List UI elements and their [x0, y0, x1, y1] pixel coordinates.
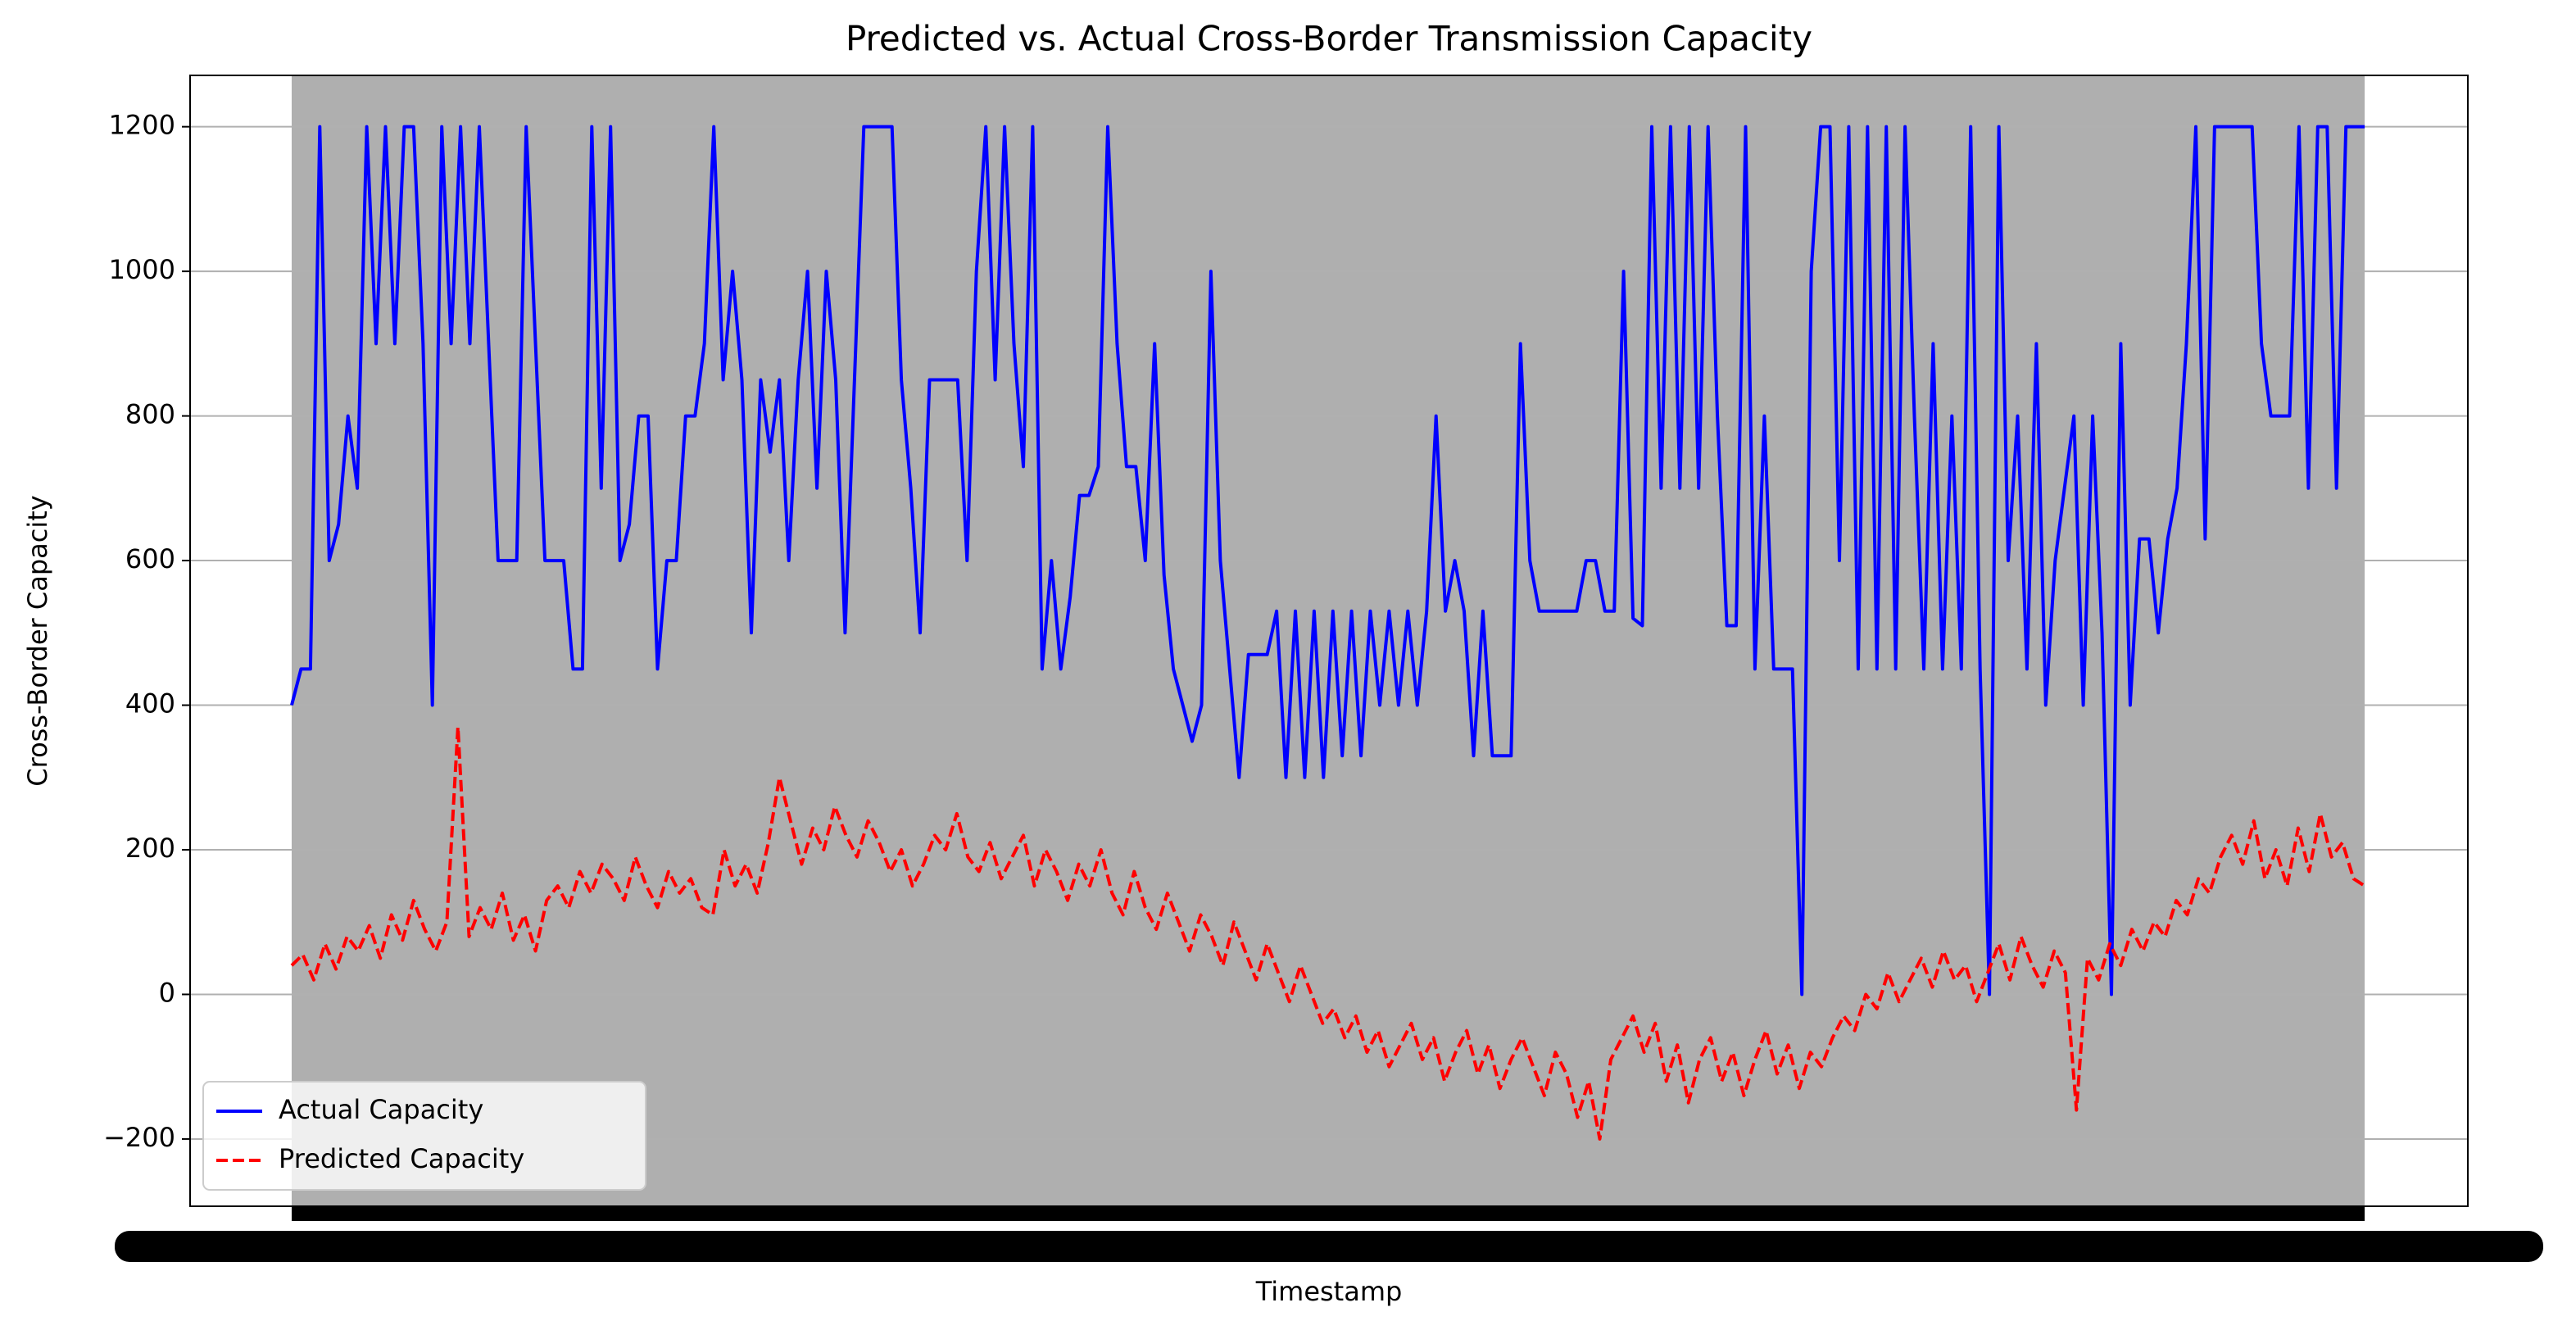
- data-line: [290, 725, 2366, 1141]
- legend-box: [202, 1081, 646, 1191]
- y-tick-label: 200: [125, 833, 175, 864]
- y-tick-label: 600: [125, 543, 175, 574]
- legend-label: Actual Capacity: [279, 1094, 483, 1125]
- y-tick-label: 800: [125, 399, 175, 430]
- legend-label: Predicted Capacity: [279, 1143, 524, 1174]
- chart-title: Predicted vs. Actual Cross-Border Transm…: [846, 19, 1812, 59]
- y-tick-label: 1000: [109, 254, 175, 285]
- tick-band: [291, 75, 2365, 1206]
- y-axis-label: Cross-Border Capacity: [22, 495, 53, 786]
- plot-frame: [189, 75, 2469, 1207]
- y-tick-label: 1200: [109, 110, 175, 141]
- data-line: [290, 125, 2365, 996]
- x-tick-label-smear: [115, 1231, 2543, 1262]
- y-tick-label: −200: [103, 1122, 175, 1153]
- y-tick-label: 400: [125, 688, 175, 719]
- x-axis-label: Timestamp: [1255, 1276, 1403, 1307]
- tick-marks: [291, 1206, 2365, 1221]
- y-tick-label: 0: [159, 977, 175, 1008]
